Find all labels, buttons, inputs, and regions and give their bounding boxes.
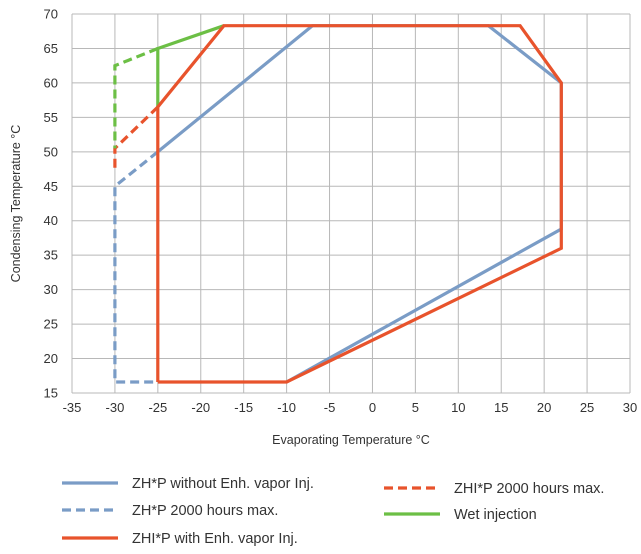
x-tick-label: 30 <box>623 400 637 415</box>
y-tick-label: 55 <box>44 110 58 125</box>
legend-label: ZH*P 2000 hours max. <box>132 503 278 519</box>
x-tick-label: -35 <box>63 400 82 415</box>
legend-label: ZH*P without Enh. vapor Inj. <box>132 476 314 492</box>
x-tick-label: -5 <box>324 400 336 415</box>
series-line-5 <box>113 47 159 149</box>
legend-label: ZHI*P 2000 hours max. <box>454 481 604 497</box>
y-tick-label: 25 <box>44 317 58 332</box>
x-tick-label: 20 <box>537 400 551 415</box>
legend-label: ZHI*P with Enh. vapor Inj. <box>132 531 298 547</box>
series-line-2 <box>156 24 563 384</box>
series-line-3 <box>113 105 159 173</box>
series-line-0 <box>156 24 563 384</box>
x-tick-label: -25 <box>148 400 167 415</box>
grid <box>71 13 631 394</box>
x-tick-label: -20 <box>191 400 210 415</box>
x-tick-label: 0 <box>369 400 376 415</box>
y-tick-label: 70 <box>44 7 58 22</box>
y-tick-label: 35 <box>44 248 58 263</box>
series-line-1 <box>113 150 159 384</box>
x-axis-title: Evaporating Temperature °C <box>272 433 430 447</box>
series-line-4 <box>156 24 225 107</box>
y-tick-label: 60 <box>44 75 58 90</box>
x-tick-label: 10 <box>451 400 465 415</box>
x-tick-label: -30 <box>106 400 125 415</box>
y-tick-label: 40 <box>44 213 58 228</box>
x-tick-label: 15 <box>494 400 508 415</box>
y-tick-label: 30 <box>44 282 58 297</box>
y-tick-label: 50 <box>44 144 58 159</box>
legend: ZH*P without Enh. vapor Inj. ZH*P 2000 ho… <box>62 476 604 547</box>
y-tick-label: 65 <box>44 41 58 56</box>
y-axis-title: Condensing Temperature °C <box>9 125 23 283</box>
y-tick-label: 45 <box>44 179 58 194</box>
x-tick-label: 5 <box>412 400 419 415</box>
x-tick-label: -15 <box>234 400 253 415</box>
legend-label: Wet injection <box>454 507 537 523</box>
y-tick-label: 15 <box>44 386 58 401</box>
y-tick-label: 20 <box>44 351 58 366</box>
tick-labels: -35 -30 -25 -20 -15 -10 -5 0 5 10 15 20 25 30 15 20 25 30… <box>44 7 638 416</box>
x-tick-label: -10 <box>277 400 296 415</box>
series-lines <box>113 24 563 384</box>
x-tick-label: 25 <box>580 400 594 415</box>
